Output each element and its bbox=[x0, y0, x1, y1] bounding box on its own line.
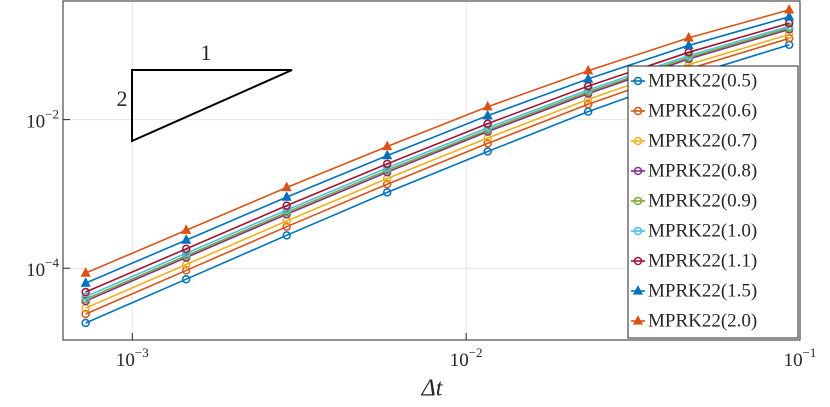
tick-label: 10−2 bbox=[26, 107, 59, 133]
marker bbox=[583, 99, 593, 109]
marker bbox=[382, 149, 393, 160]
marker bbox=[81, 318, 90, 328]
legend-label: MPRK22(2.0) bbox=[648, 310, 757, 331]
marker bbox=[683, 39, 694, 50]
marker bbox=[683, 31, 694, 42]
marker bbox=[382, 188, 392, 197]
marker bbox=[281, 191, 292, 201]
tick-label: 10−1 bbox=[784, 345, 817, 371]
tick-label: 10−4 bbox=[26, 255, 59, 281]
marker bbox=[81, 287, 90, 297]
annotation: 2 bbox=[117, 86, 128, 111]
legend-label: MPRK22(0.5) bbox=[648, 70, 757, 91]
legend-box bbox=[627, 65, 799, 339]
marker bbox=[483, 119, 492, 128]
series-line bbox=[85, 25, 790, 298]
legend-label: MPRK22(0.9) bbox=[648, 190, 757, 211]
marker bbox=[583, 73, 594, 83]
marker bbox=[633, 106, 643, 116]
x-axis-label: Δt bbox=[421, 376, 444, 402]
legend-label: MPRK22(0.7) bbox=[648, 130, 757, 151]
marker bbox=[483, 147, 492, 156]
marker bbox=[784, 10, 795, 21]
plot-frame bbox=[62, 0, 801, 341]
marker bbox=[482, 100, 493, 111]
annotation: 1 bbox=[201, 40, 212, 65]
marker bbox=[282, 201, 291, 210]
tick-label: 10−3 bbox=[116, 345, 149, 371]
series-line bbox=[85, 27, 790, 300]
marker bbox=[281, 181, 292, 192]
series-line bbox=[85, 9, 790, 274]
marker bbox=[784, 22, 794, 31]
marker bbox=[181, 266, 191, 275]
slope-triangle bbox=[131, 69, 293, 143]
marker bbox=[632, 315, 644, 325]
marker bbox=[81, 292, 90, 301]
legend-label: MPRK22(1.1) bbox=[648, 250, 757, 271]
marker bbox=[382, 140, 393, 151]
marker bbox=[181, 244, 191, 254]
marker bbox=[181, 234, 192, 244]
marker bbox=[482, 109, 493, 120]
legend-label: MPRK22(0.8) bbox=[648, 160, 757, 181]
series-line bbox=[85, 16, 790, 284]
tick-label: 10−2 bbox=[450, 345, 483, 371]
marker bbox=[784, 3, 795, 14]
series-line bbox=[85, 22, 790, 293]
legend-label: MPRK22(0.6) bbox=[648, 100, 757, 121]
marker bbox=[81, 309, 90, 319]
legend-label: MPRK22(1.5) bbox=[648, 280, 757, 301]
marker bbox=[181, 274, 191, 284]
marker bbox=[633, 166, 643, 176]
marker bbox=[633, 136, 643, 146]
marker bbox=[483, 139, 492, 148]
marker bbox=[382, 159, 392, 169]
marker bbox=[632, 285, 644, 295]
marker bbox=[282, 231, 291, 240]
marker bbox=[382, 179, 392, 189]
marker bbox=[181, 224, 192, 234]
marker bbox=[633, 76, 643, 86]
legend-label: MPRK22(1.0) bbox=[648, 220, 757, 241]
marker bbox=[633, 256, 643, 266]
marker bbox=[633, 196, 643, 206]
marker bbox=[282, 222, 291, 231]
marker bbox=[583, 81, 593, 91]
marker bbox=[80, 277, 91, 287]
marker bbox=[80, 267, 91, 277]
series-line bbox=[85, 28, 790, 302]
marker bbox=[583, 64, 594, 75]
marker bbox=[633, 226, 643, 236]
